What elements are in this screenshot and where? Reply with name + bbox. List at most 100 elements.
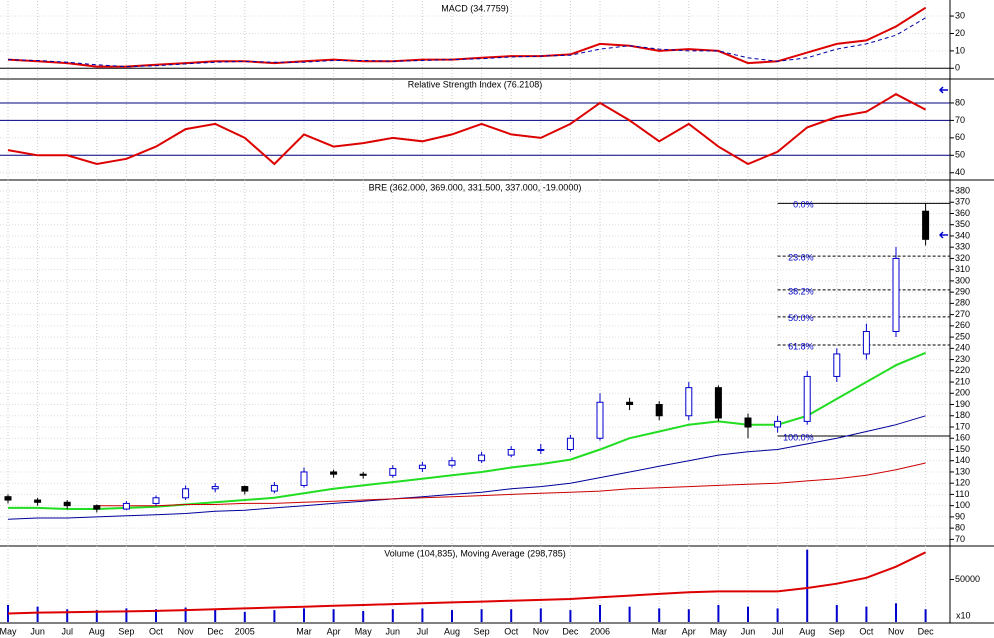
indicator-line: [7, 93, 927, 166]
candle-body: [182, 488, 190, 499]
candle-body: [685, 387, 693, 417]
candle-body: [270, 484, 278, 492]
candle-body: [4, 496, 12, 501]
x-tick-label: Nov: [888, 626, 905, 636]
y-tick-label: 320: [955, 253, 970, 263]
y-tick-label: 300: [955, 275, 970, 285]
candle-body: [892, 257, 900, 332]
x-tick-label: Dec: [207, 626, 224, 636]
x-tick-label: Jun: [30, 626, 45, 636]
x-tick-label: Oct: [504, 626, 519, 636]
volume-bar: [36, 606, 39, 622]
x-tick-label: May: [710, 626, 728, 636]
y-tick-label: 100: [955, 500, 970, 510]
y-tick-label: 60: [955, 132, 965, 142]
volume-bar: [895, 603, 897, 622]
volume-bar: [332, 609, 335, 622]
y-tick-label: 120: [955, 478, 970, 488]
x-tick-label: Sep: [118, 626, 134, 636]
volume-bar: [628, 606, 631, 622]
panel-title: BRE (362.000, 369.000, 331.500, 337.000,…: [369, 182, 582, 192]
x-tick-label: Sep: [829, 626, 845, 636]
x-tick-label: Nov: [178, 626, 195, 636]
volume-bar: [717, 604, 720, 622]
y-tick-label: 180: [955, 410, 970, 420]
y-tick-label: 70: [955, 115, 965, 125]
volume-bar: [687, 609, 690, 622]
candle-body: [63, 501, 71, 507]
x-tick-label: Apr: [682, 626, 696, 636]
candle-body: [211, 486, 219, 490]
fib-label: 0.0%: [793, 200, 814, 210]
y-tick-label: 360: [955, 208, 970, 218]
y-tick-label: 220: [955, 365, 970, 375]
panel-title: Volume (104,835), Moving Average (298,78…: [384, 548, 565, 558]
volume-bar: [362, 610, 365, 622]
candle-body: [714, 387, 722, 419]
x-tick-label: Nov: [533, 626, 550, 636]
x-tick-label: Jun: [741, 626, 756, 636]
y-tick-label: 290: [955, 287, 970, 297]
volume-bar: [66, 609, 69, 622]
y-tick-label: 210: [955, 376, 970, 386]
volume-bar: [125, 608, 128, 622]
x-tick-label: Mar: [651, 626, 667, 636]
volume-bar: [835, 604, 838, 622]
x-tick-label: Aug: [799, 626, 815, 636]
candle-body: [833, 353, 841, 377]
y-tick-label: 80: [955, 523, 965, 533]
x-tick-label: 2005: [235, 626, 255, 636]
x-tick-label: Aug: [444, 626, 460, 636]
volume-bar: [658, 608, 661, 622]
x-tick-label: May: [355, 626, 373, 636]
candle-body: [122, 502, 130, 510]
candle-body: [93, 505, 101, 510]
y-tick-label: 10: [955, 45, 965, 55]
candle-body: [418, 464, 426, 470]
arrow: [938, 86, 948, 94]
moving-average: [8, 351, 926, 510]
y-tick-label: 40: [955, 167, 965, 177]
x-tick-label: Dec: [562, 626, 579, 636]
candle-body: [596, 401, 604, 439]
x-tick-label: Aug: [89, 626, 105, 636]
x-tick-label: Jun: [386, 626, 401, 636]
y-tick-label: 330: [955, 242, 970, 252]
candle-body: [803, 375, 811, 422]
indicator-line: [7, 6, 927, 68]
y-tick-label: 50000: [955, 574, 980, 584]
x-tick-label: Jul: [61, 626, 73, 636]
fib-label: 61.8%: [788, 341, 814, 351]
volume-bar: [303, 608, 305, 622]
y-tick-label: 70: [955, 534, 965, 544]
y-tick-label: 280: [955, 298, 970, 308]
volume-bar: [806, 549, 809, 622]
volume-bar: [95, 610, 98, 622]
volume-bar: [421, 608, 424, 622]
moving-average: [7, 415, 926, 520]
x-tick-label: Jul: [417, 626, 429, 636]
x-tick-label: Oct: [149, 626, 164, 636]
candle-body: [330, 471, 338, 475]
candle-body: [862, 330, 870, 355]
volume-bar: [273, 610, 276, 622]
candle-body: [152, 497, 160, 504]
y-tick-label: 310: [955, 264, 970, 274]
volume-bar: [569, 610, 572, 622]
x-tick-label: Apr: [327, 626, 341, 636]
y-tick-label: 190: [955, 399, 970, 409]
candle-body: [507, 448, 515, 456]
panel-title: Relative Strength Index (76.2108): [408, 79, 543, 89]
candle-body: [448, 460, 456, 466]
y-tick-label: 170: [955, 421, 970, 431]
y-tick-label: 150: [955, 444, 970, 454]
candle-body: [655, 404, 663, 417]
volume-bar: [539, 608, 542, 622]
volume-bar: [480, 609, 483, 622]
y-tick-label: 230: [955, 354, 970, 364]
volume-bar: [214, 609, 217, 622]
candle-body: [566, 437, 574, 450]
fib-label: 23.6%: [788, 253, 814, 263]
